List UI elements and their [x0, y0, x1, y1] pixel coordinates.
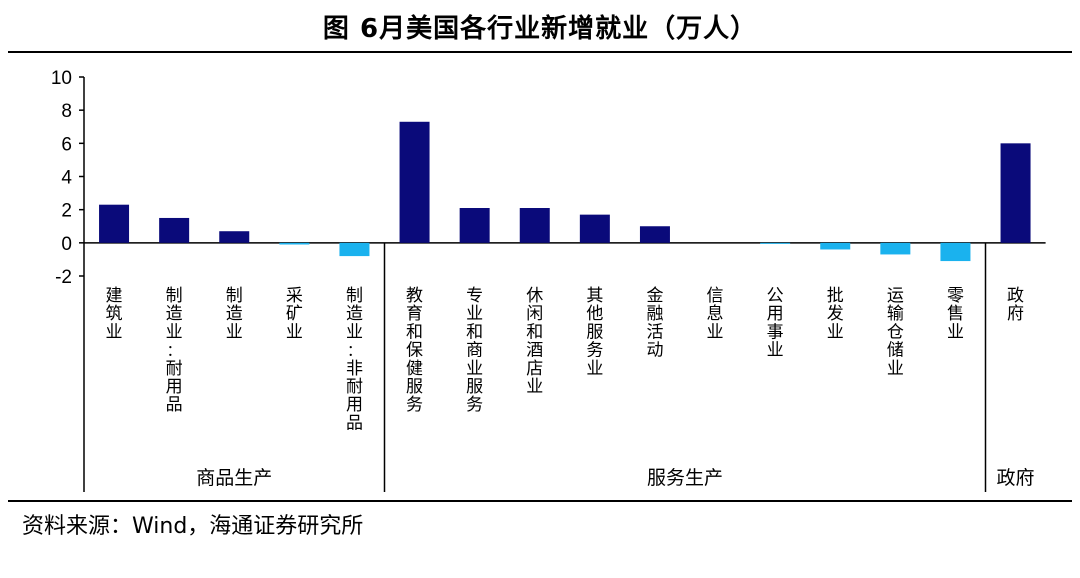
y-tick-label: 8 [61, 101, 72, 122]
bar-8 [519, 208, 550, 243]
category-label: 休闲和酒店业 [526, 286, 543, 397]
bar-6 [399, 121, 430, 243]
source-note: 资料来源：Wind，海通证券研究所 [22, 514, 364, 539]
category-label: 运输仓储业 [887, 286, 904, 379]
y-tick-label: 4 [61, 168, 72, 189]
bar-12 [760, 242, 791, 244]
category-label: 教育和保健服务 [406, 286, 423, 415]
category-label: 建筑业 [106, 286, 123, 342]
bar-13 [820, 242, 851, 250]
bar-5 [339, 242, 370, 257]
category-label: 政府 [1007, 286, 1024, 324]
bar-2 [159, 217, 190, 243]
y-tick-label: 2 [61, 201, 72, 222]
category-label: 制造业 [226, 286, 243, 342]
bar-10 [639, 226, 670, 243]
group-label: 商品生产 [196, 467, 272, 489]
footer-divider [8, 500, 1072, 502]
bar-15 [940, 242, 971, 262]
category-label: 信息业 [707, 286, 724, 342]
bar-14 [880, 242, 911, 255]
bar-9 [579, 214, 610, 243]
category-label: 零售业 [947, 286, 964, 342]
bar-7 [459, 208, 490, 243]
category-label: 专业和商业服务 [466, 286, 483, 415]
y-tick-label: -2 [55, 267, 72, 288]
title-divider [8, 51, 1072, 53]
category-label: 批发业 [827, 286, 844, 342]
chart-title: 图 6月美国各行业新增就业（万人） [322, 14, 758, 44]
group-label: 服务生产 [647, 467, 723, 489]
category-label: 采矿业 [286, 286, 303, 342]
y-tick-label: 0 [61, 234, 72, 255]
bar-chart: -2 0 2 4 6 8 10 建筑业 制造业：耐用品 制造业 采矿业 制造业：非耐用品 教育和保健服… [51, 68, 1046, 492]
bar-16 [1000, 143, 1031, 243]
bar-4 [279, 242, 310, 245]
y-tick-label: 6 [61, 134, 72, 155]
bar-3 [219, 231, 250, 243]
group-label: 政府 [997, 467, 1035, 489]
y-tick-label: 10 [51, 68, 72, 89]
category-label: 金融活动 [646, 286, 663, 361]
category-label: 其他服务业 [586, 286, 603, 379]
category-label: 制造业：耐用品 [166, 286, 183, 415]
category-label: 公用事业 [767, 286, 784, 361]
category-label: 制造业：非耐用品 [346, 286, 363, 433]
bar-1 [99, 204, 130, 243]
